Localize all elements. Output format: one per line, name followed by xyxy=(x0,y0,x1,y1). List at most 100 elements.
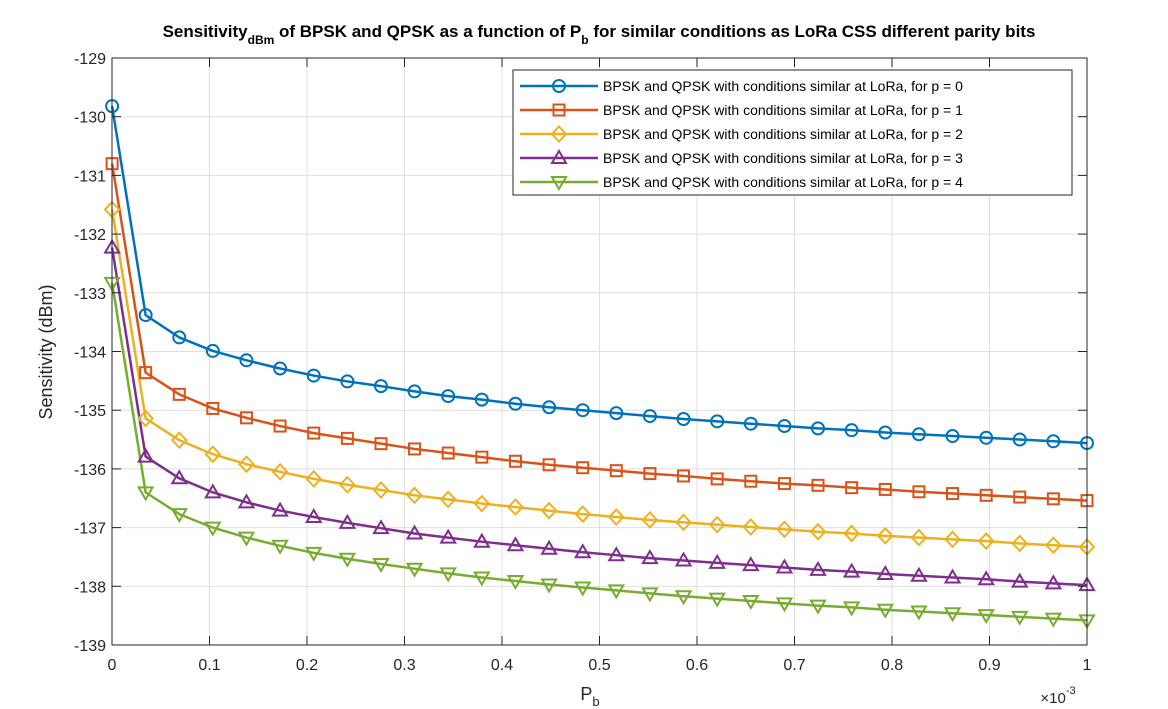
data-point-p1 xyxy=(475,450,489,464)
data-point-p2 xyxy=(406,486,423,505)
data-point-p1 xyxy=(441,446,455,460)
title-end: for similar conditions as LoRa CSS diffe… xyxy=(589,22,1036,41)
y-tick-label: -129 xyxy=(74,51,106,68)
data-point-p0 xyxy=(911,427,926,442)
series-line-p3 xyxy=(110,247,1088,587)
data-point-p3 xyxy=(1044,574,1063,590)
data-point-p2 xyxy=(742,518,760,536)
data-point-p0 xyxy=(474,392,489,407)
legend-marker-p2 xyxy=(550,125,568,143)
data-point-p4 xyxy=(372,557,390,573)
data-point-p4 xyxy=(204,521,222,537)
legend-label-p4: BPSK and QPSK with conditions similar at… xyxy=(603,174,963,190)
data-point-p2 xyxy=(708,515,726,534)
data-point-p1 xyxy=(206,401,220,415)
data-point-p4 xyxy=(842,601,861,617)
data-point-p1 xyxy=(777,477,791,491)
data-point-p1 xyxy=(172,387,186,401)
data-point-p2 xyxy=(876,526,894,545)
data-point-p2 xyxy=(305,469,323,488)
x-tick-labels: 0 0.1 0.2 0.3 0.4 0.5 0.6 0.7 0.8 0.9 1 xyxy=(108,657,1092,674)
data-point-p1 xyxy=(878,482,892,496)
data-point-p2 xyxy=(338,475,356,494)
data-point-p4 xyxy=(338,552,357,568)
data-point-p0 xyxy=(1046,434,1061,449)
legend: BPSK and QPSK with conditions similar at… xyxy=(512,69,1073,196)
data-point-p0 xyxy=(172,330,187,345)
y-tick-label: -132 xyxy=(74,227,106,244)
data-point-p0 xyxy=(575,403,590,418)
data-point-p4 xyxy=(708,592,726,608)
data-point-p4 xyxy=(1044,612,1063,628)
data-point-p2 xyxy=(238,455,255,474)
data-point-p2 xyxy=(540,501,558,520)
data-point-p4 xyxy=(540,578,558,594)
data-point-p3 xyxy=(607,546,626,562)
x-tick-label: 0 xyxy=(108,657,117,674)
data-point-p0 xyxy=(609,406,624,421)
title-subscript-b: b xyxy=(581,33,588,47)
data-point-p2 xyxy=(776,520,793,539)
y-tick-label: -131 xyxy=(74,168,106,185)
data-point-p2 xyxy=(944,530,961,549)
data-point-p1 xyxy=(542,458,556,472)
data-point-p3 xyxy=(742,556,760,572)
data-point-p3 xyxy=(674,551,693,567)
x-axis-label-main: P xyxy=(580,684,592,704)
data-point-p2 xyxy=(574,505,592,524)
axis-ticks xyxy=(111,57,1088,646)
x-tick-label: 1 xyxy=(1083,657,1092,674)
data-point-p0 xyxy=(676,412,691,427)
x-axis-exponent-power: -3 xyxy=(1066,685,1076,697)
x-tick-label: 0.4 xyxy=(491,657,513,674)
y-tick-label: -135 xyxy=(74,403,106,420)
x-axis-label: Pb xyxy=(580,684,599,709)
data-point-p1 xyxy=(643,467,657,481)
data-point-p1 xyxy=(508,454,522,468)
data-point-p0 xyxy=(407,384,422,399)
data-point-p0 xyxy=(844,423,859,438)
legend-entries: BPSK and QPSK with conditions similar at… xyxy=(520,78,963,191)
data-point-p3 xyxy=(775,558,794,574)
data-point-p4 xyxy=(1010,610,1029,626)
data-point-p4 xyxy=(775,597,794,613)
data-point-p0 xyxy=(340,374,355,389)
data-point-p0 xyxy=(273,361,288,376)
data-point-p1 xyxy=(307,426,321,440)
data-point-p0 xyxy=(642,409,657,424)
data-point-p3 xyxy=(708,553,726,569)
data-point-p4 xyxy=(405,562,424,578)
data-point-p4 xyxy=(742,594,760,610)
data-point-p2 xyxy=(473,494,491,513)
legend-marker-p3 xyxy=(550,149,568,164)
x-axis-exponent: ×10-3 xyxy=(1040,685,1075,707)
data-point-p0 xyxy=(1012,432,1027,447)
data-point-p4 xyxy=(809,599,827,615)
legend-marker-p0 xyxy=(552,79,566,93)
data-point-p1 xyxy=(1013,490,1027,504)
data-point-p0 xyxy=(306,368,321,383)
data-point-p4 xyxy=(607,584,626,600)
data-point-p4 xyxy=(674,590,693,606)
data-point-p0 xyxy=(542,400,557,415)
data-point-p3 xyxy=(876,564,895,580)
data-point-p3 xyxy=(809,560,827,576)
data-point-p4 xyxy=(439,567,457,583)
legend-label-p2: BPSK and QPSK with conditions similar at… xyxy=(603,126,963,142)
x-axis-exponent-base: ×10 xyxy=(1040,690,1065,707)
data-point-p1 xyxy=(340,431,354,445)
data-point-p4 xyxy=(977,609,995,625)
data-point-p4 xyxy=(876,603,895,619)
x-tick-label: 0.6 xyxy=(686,657,708,674)
data-point-p1 xyxy=(609,464,623,478)
data-point-p2 xyxy=(204,445,222,464)
data-point-p2 xyxy=(507,498,524,517)
data-point-p2 xyxy=(607,508,625,526)
title-main: Sensitivity xyxy=(163,22,249,41)
title-middle: of BPSK and QPSK as a function of P xyxy=(274,22,581,41)
data-point-p4 xyxy=(271,539,289,555)
data-point-p3 xyxy=(641,549,659,565)
title-subscript-dbm: dBm xyxy=(248,33,275,47)
data-point-p0 xyxy=(810,421,825,436)
data-point-p3 xyxy=(540,539,558,555)
